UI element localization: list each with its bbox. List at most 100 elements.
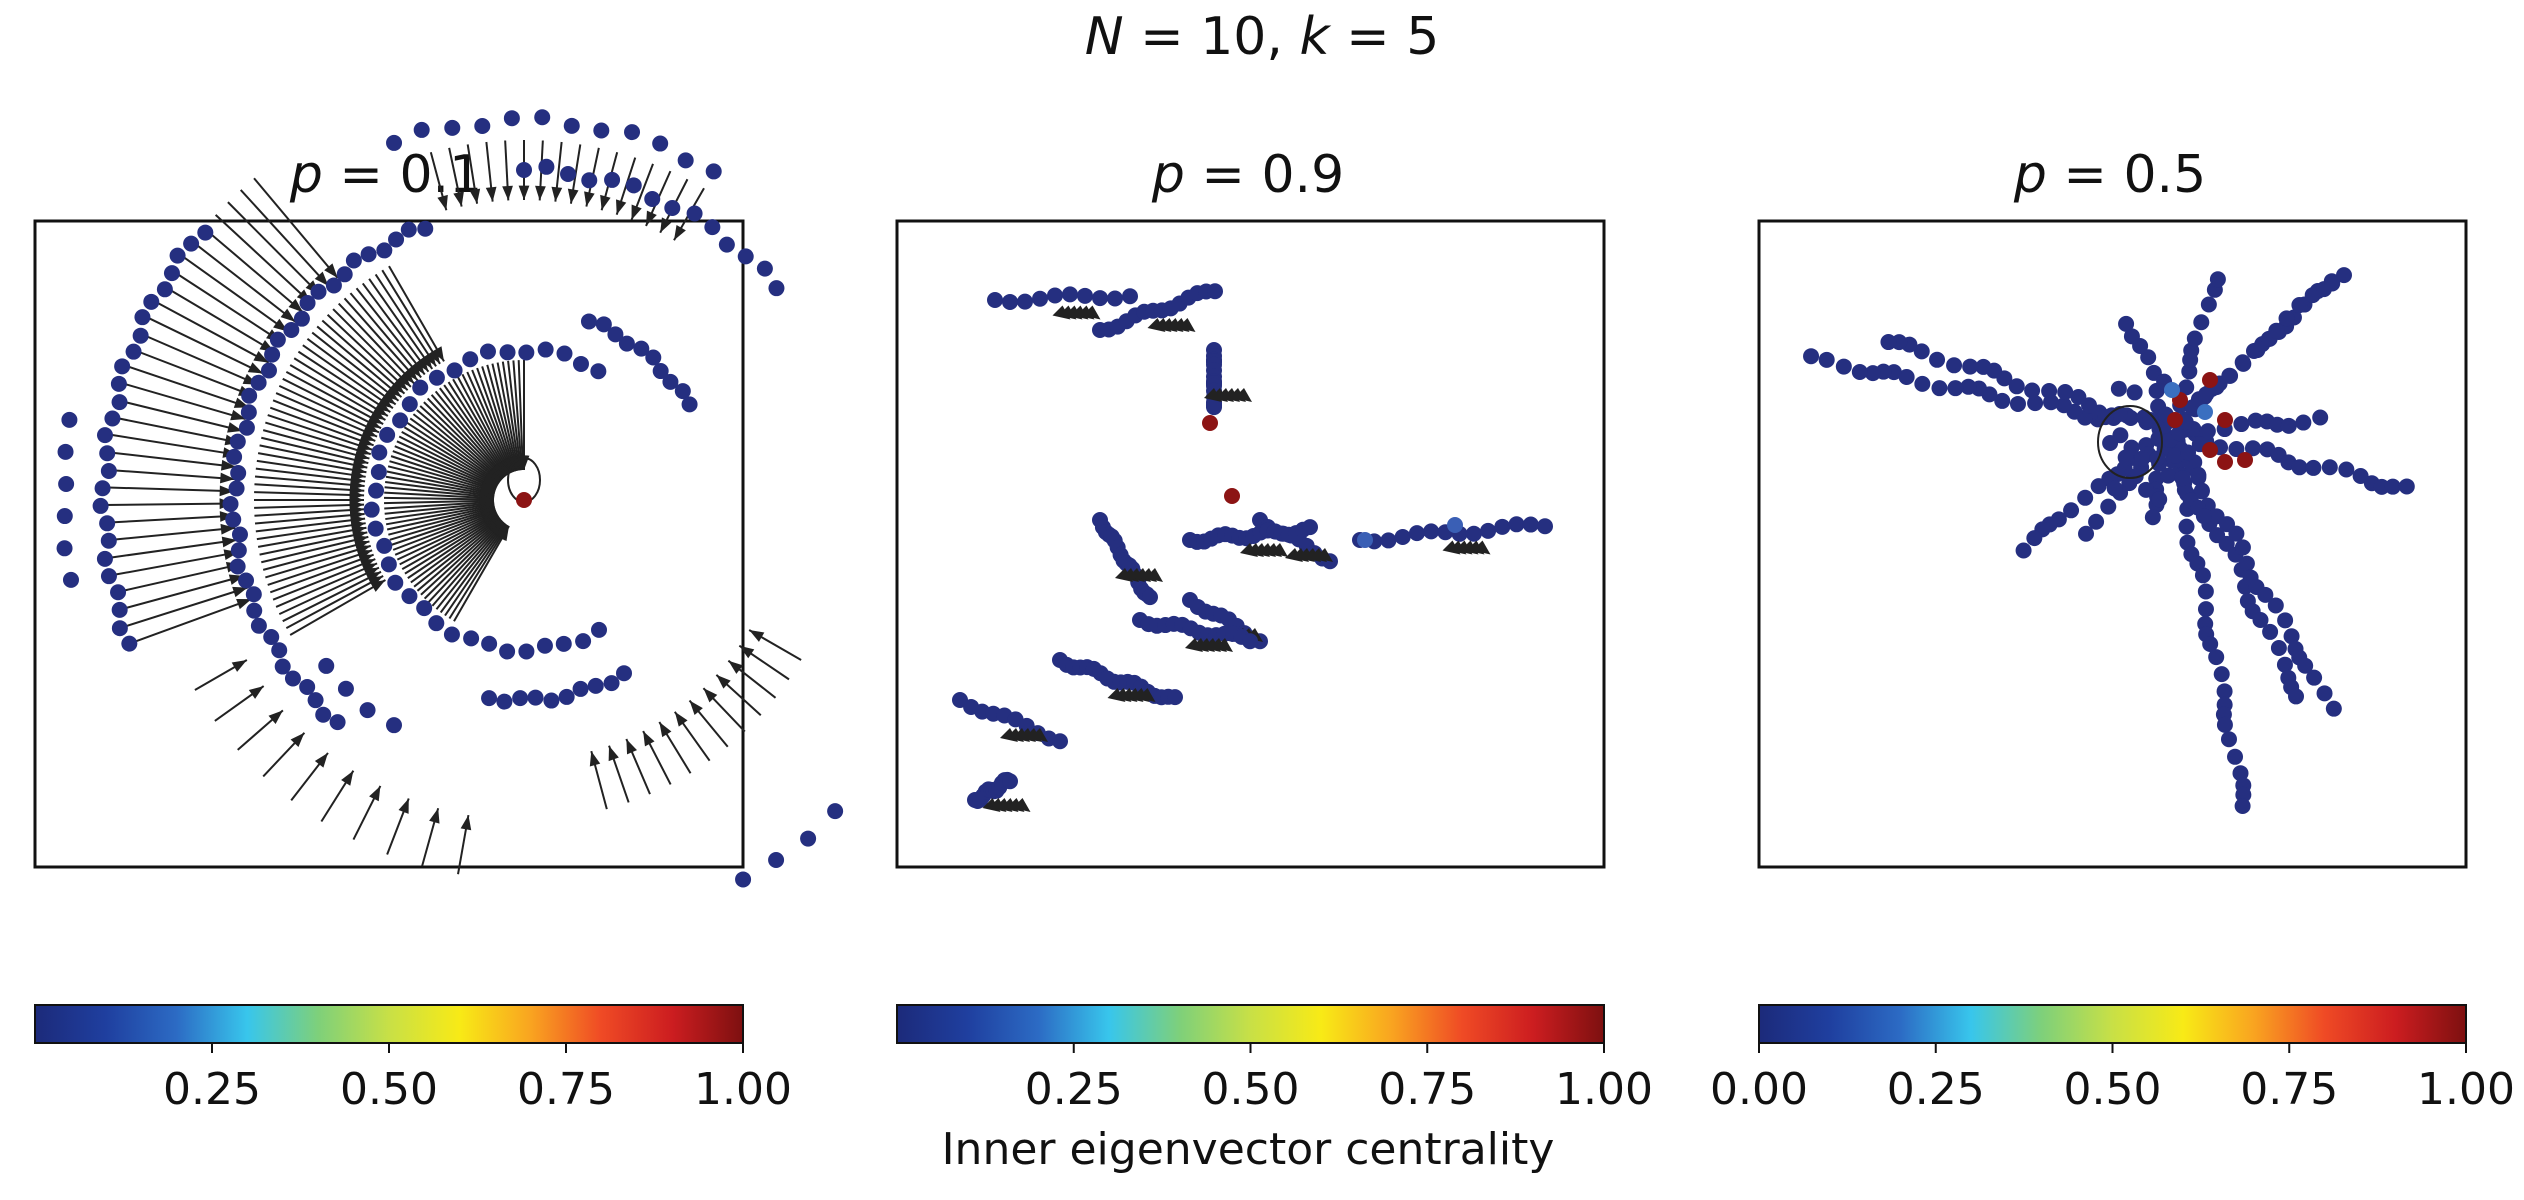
graph-node: [264, 346, 281, 363]
graph-edge: [115, 398, 243, 432]
graph-edge-arrowhead: [1030, 728, 1048, 742]
graph-node: [446, 362, 463, 379]
graph-node: [225, 511, 242, 528]
graph-edge: [388, 265, 445, 362]
graph-edge: [278, 384, 380, 434]
graph-edge: [254, 508, 365, 517]
graph-edge: [512, 360, 523, 471]
graph-node: [1818, 351, 1835, 368]
graph-node: [2227, 748, 2244, 765]
graph-node: [2190, 467, 2207, 484]
graph-edge: [416, 409, 502, 482]
graph-edge-arrowhead: [221, 536, 237, 548]
graph-edge: [104, 502, 235, 507]
graph-node: [100, 532, 117, 549]
graph-edge: [384, 486, 495, 499]
graph-node: [2217, 454, 2233, 470]
graph-edge: [112, 416, 240, 444]
graph-node: [99, 445, 116, 462]
colorbar-tick-label: 0.25: [163, 1064, 261, 1115]
graph-node: [1142, 589, 1158, 606]
graph-edge-arrowhead: [390, 380, 405, 394]
graph-edge: [361, 282, 430, 373]
graph-edge: [289, 579, 386, 636]
graph-node: [1380, 532, 1397, 549]
graph-node: [1077, 287, 1093, 304]
graph-node: [443, 626, 460, 643]
graph-node: [1835, 358, 1852, 375]
graph-edge-arrowhead: [398, 798, 409, 814]
graph-node: [580, 313, 597, 330]
graph-node: [169, 247, 186, 264]
graph-edge: [131, 348, 254, 397]
graph-edge: [387, 465, 496, 494]
graph-node: [538, 158, 555, 175]
graph-node: [111, 394, 128, 411]
graph-node: [1167, 689, 1183, 706]
graph-node: [1408, 525, 1425, 542]
graph-node: [2024, 382, 2041, 399]
graph-edge-arrowhead: [231, 660, 247, 672]
graph-edge: [104, 486, 235, 493]
graph-edge: [261, 535, 369, 564]
graph-node: [2291, 297, 2308, 314]
graph-node: [125, 343, 142, 360]
graph-node: [2270, 639, 2287, 656]
graph-node: [1929, 351, 1946, 368]
graph-node: [100, 462, 117, 479]
graph-edge: [114, 563, 242, 594]
colorbar-tick-label: 0.75: [1378, 1064, 1476, 1115]
graph-node: [2142, 412, 2159, 429]
graph-node: [2097, 409, 2114, 426]
colorbar-tick-label: 0.75: [517, 1064, 615, 1115]
graph-node: [1052, 733, 1068, 750]
graph-edge: [337, 302, 415, 385]
graph-node: [283, 321, 300, 338]
graph-edge-arrowhead: [230, 409, 246, 421]
graph-edge: [426, 397, 505, 479]
graph-node: [558, 688, 575, 705]
graph-edge: [118, 574, 245, 611]
graph-edge: [306, 337, 397, 406]
graph-edge-arrowhead: [518, 185, 530, 200]
graph-edge-arrowhead: [290, 732, 305, 747]
graph-node: [238, 419, 255, 436]
graph-node: [2110, 380, 2127, 397]
graph-node: [240, 404, 257, 421]
graph-edge: [105, 526, 236, 542]
graph-node: [229, 558, 246, 575]
graph-edge: [326, 313, 409, 391]
graph-edge-arrowhead: [288, 298, 303, 313]
graph-edge: [108, 433, 238, 456]
graph-edge: [349, 292, 422, 379]
graph-edge: [404, 514, 500, 575]
graph-node: [1032, 290, 1048, 307]
graph-node: [2106, 480, 2123, 497]
panel-1-frame: [33, 219, 745, 869]
panel-2-network: [952, 283, 1553, 812]
graph-node: [229, 433, 246, 450]
graph-node: [2220, 731, 2237, 748]
graph-edge-arrowhead: [220, 459, 236, 471]
graph-node: [231, 526, 248, 543]
graph-node: [61, 411, 78, 428]
graph-node: [99, 515, 116, 532]
graph-edge: [384, 499, 495, 505]
graph-edge-arrowhead: [453, 191, 464, 207]
graph-edge: [275, 562, 378, 608]
graph-node: [2295, 414, 2312, 431]
graph-edge: [381, 269, 441, 365]
graph-node: [1242, 633, 1258, 650]
graph-node: [293, 310, 310, 327]
graph-node: [518, 643, 535, 660]
graph-node: [2193, 314, 2210, 331]
graph-edge: [448, 524, 509, 620]
graph-edge: [267, 549, 373, 586]
graph-node: [2306, 669, 2323, 686]
graph-edge: [412, 413, 501, 483]
graph-node: [2312, 409, 2329, 426]
graph-edge: [399, 512, 498, 566]
graph-node: [284, 670, 301, 687]
graph-node: [111, 620, 128, 637]
